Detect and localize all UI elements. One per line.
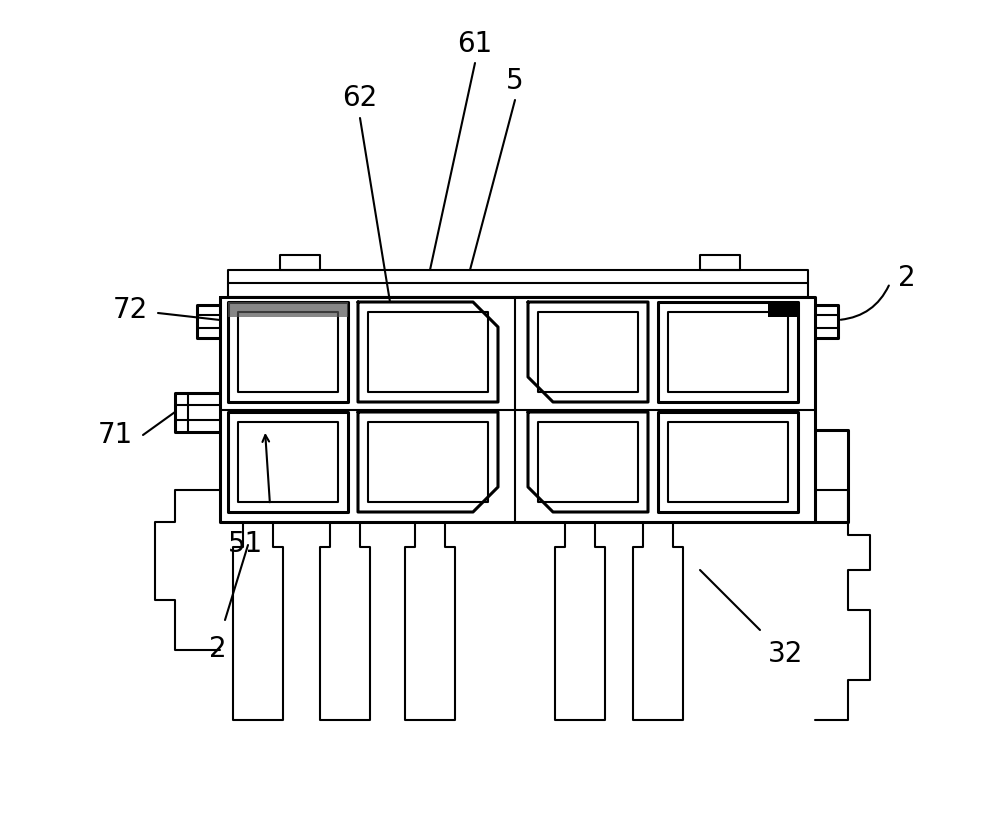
Bar xyxy=(238,312,338,392)
Text: 2: 2 xyxy=(209,635,227,663)
Text: 51: 51 xyxy=(227,530,263,558)
Text: 2: 2 xyxy=(898,264,916,292)
Bar xyxy=(668,312,788,392)
Text: 71: 71 xyxy=(98,421,133,449)
Bar xyxy=(658,412,798,512)
Bar xyxy=(668,422,788,502)
Text: 72: 72 xyxy=(113,296,148,324)
Bar xyxy=(538,312,638,392)
Bar xyxy=(228,412,348,512)
Bar xyxy=(228,270,808,297)
Bar xyxy=(280,255,320,270)
Bar xyxy=(538,422,638,502)
Bar xyxy=(368,312,488,392)
Text: 32: 32 xyxy=(768,640,803,668)
Bar xyxy=(658,302,798,402)
Bar xyxy=(228,302,348,402)
Bar xyxy=(228,302,348,317)
Bar xyxy=(700,255,740,270)
Bar xyxy=(368,422,488,502)
Bar xyxy=(238,422,338,502)
Text: 5: 5 xyxy=(506,67,524,95)
Text: 61: 61 xyxy=(457,30,493,58)
Text: 62: 62 xyxy=(342,84,378,112)
Bar xyxy=(768,302,798,317)
